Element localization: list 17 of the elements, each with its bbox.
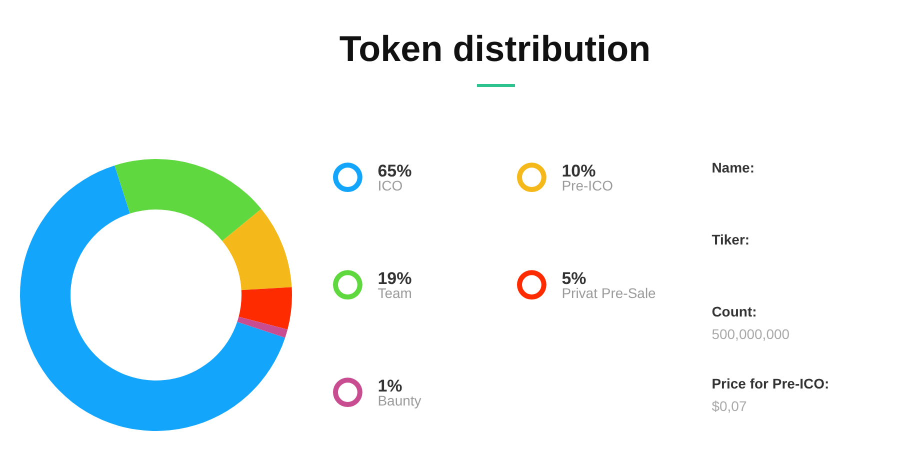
- text: $0,07: [712, 398, 747, 414]
- legend-label: Baunty: [378, 392, 422, 409]
- legend-label: Team: [378, 285, 412, 302]
- data-label: 65%: [378, 161, 412, 180]
- text: Price for Pre-ICO:: [712, 375, 830, 392]
- data-label: 10%: [562, 161, 596, 180]
- text: Name:: [712, 159, 754, 176]
- data-label: 5%: [562, 268, 586, 288]
- text: Count:: [712, 303, 757, 320]
- legend-label: ICO: [378, 178, 403, 194]
- data-label: 1%: [378, 376, 402, 396]
- chart-title: Token distribution: [339, 28, 651, 70]
- data-label: 19%: [378, 268, 412, 288]
- text: Tiker:: [712, 231, 750, 248]
- text: 500,000,000: [712, 326, 790, 342]
- legend-label: Pre-ICO: [562, 178, 614, 194]
- legend-label: Privat Pre-Sale: [562, 285, 656, 302]
